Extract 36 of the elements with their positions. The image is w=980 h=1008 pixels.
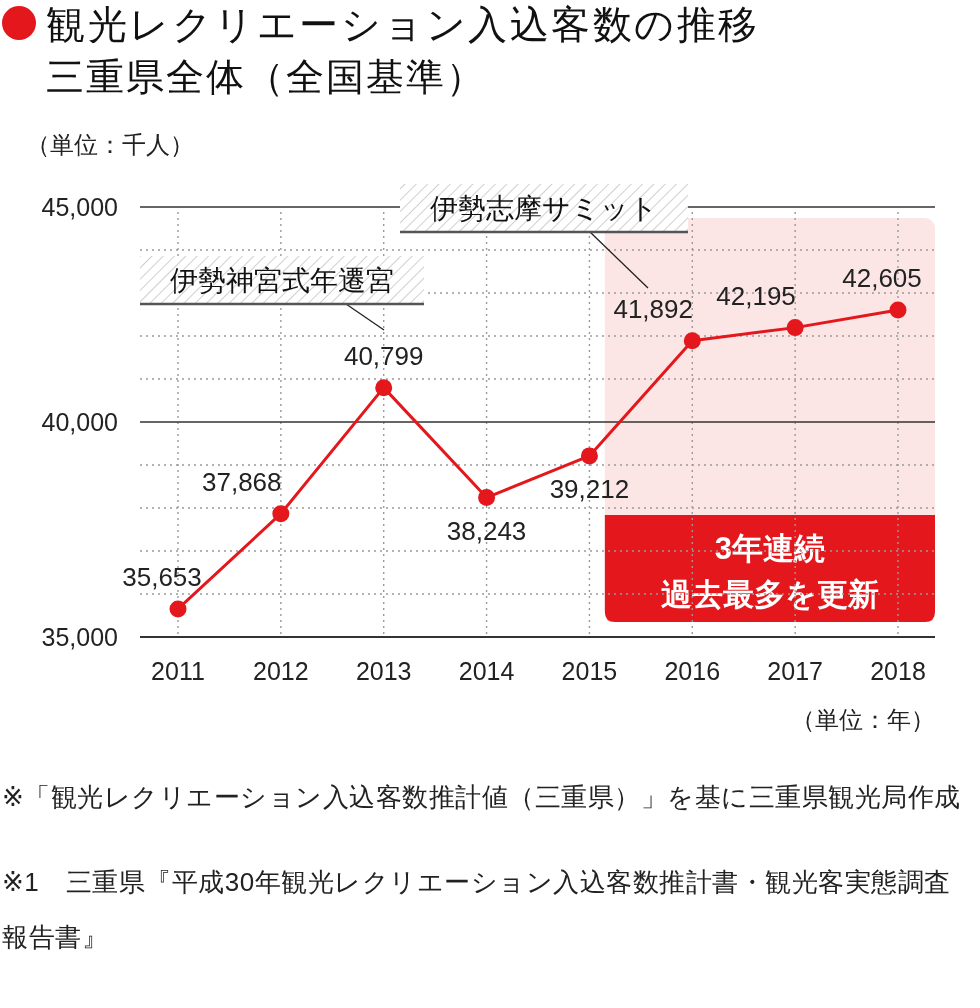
- x-tick-label: 2017: [767, 657, 823, 685]
- chart-title: 観光レクリエーション入込客数の推移: [46, 3, 760, 46]
- x-tick-label: 2018: [870, 657, 926, 685]
- annotation: 伊勢志摩サミット: [430, 193, 658, 224]
- point: [169, 600, 187, 618]
- point: [478, 489, 496, 507]
- band-label: 3年連続過去最多を更新: [660, 531, 879, 612]
- x-tick-label: 2012: [253, 657, 309, 685]
- annotation: 伊勢神宮式年遷宮: [170, 265, 394, 296]
- x-tick-label: 2013: [355, 657, 412, 685]
- point: [375, 379, 393, 397]
- text: ※1 三重県『平成30年観光レクリエーション入込客数推計書・観光客実態調査報告書』: [2, 867, 951, 952]
- chart-subtitle: 三重県全体（全国基準）: [46, 56, 486, 98]
- data-label: 39,212: [549, 473, 630, 504]
- data-label: 41,892: [613, 293, 693, 324]
- y-tick-label: 35,000: [41, 623, 118, 651]
- y-tick-label: 40,000: [41, 408, 118, 436]
- data-label: 42,195: [716, 280, 796, 311]
- x-tick-label: 2011: [151, 657, 205, 685]
- x-tick-label: 2015: [561, 657, 618, 685]
- point: [683, 332, 701, 350]
- data-label: 38,243: [446, 515, 527, 546]
- data-label: 35,653: [122, 561, 202, 592]
- point: [786, 319, 804, 337]
- x-tick-label: 2016: [664, 657, 721, 685]
- y-tick-label: 45,000: [41, 193, 118, 221]
- y-axis-title: （単位：千人）: [26, 131, 194, 158]
- data-label: 37,868: [202, 466, 282, 497]
- point: [889, 301, 907, 319]
- point: [272, 505, 290, 523]
- data-label: 42,605: [842, 262, 922, 293]
- point: [580, 447, 598, 465]
- x-axis-title: （単位：年）: [791, 706, 935, 733]
- data-label: 40,799: [343, 340, 424, 371]
- text: ※「観光レクリエーション入込客数推計値（三重県）」を基に三重県観光局作成: [2, 782, 961, 812]
- x-tick-label: 2014: [458, 657, 515, 685]
